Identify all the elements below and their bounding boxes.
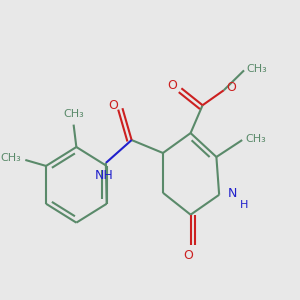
Text: O: O bbox=[226, 81, 236, 94]
Text: H: H bbox=[240, 200, 248, 210]
Text: O: O bbox=[108, 99, 118, 112]
Text: N: N bbox=[227, 187, 237, 200]
Text: NH: NH bbox=[95, 169, 114, 182]
Text: CH₃: CH₃ bbox=[63, 109, 84, 119]
Text: CH₃: CH₃ bbox=[245, 134, 266, 144]
Text: O: O bbox=[167, 79, 177, 92]
Text: CH₃: CH₃ bbox=[0, 154, 21, 164]
Text: O: O bbox=[183, 249, 193, 262]
Text: CH₃: CH₃ bbox=[247, 64, 268, 74]
